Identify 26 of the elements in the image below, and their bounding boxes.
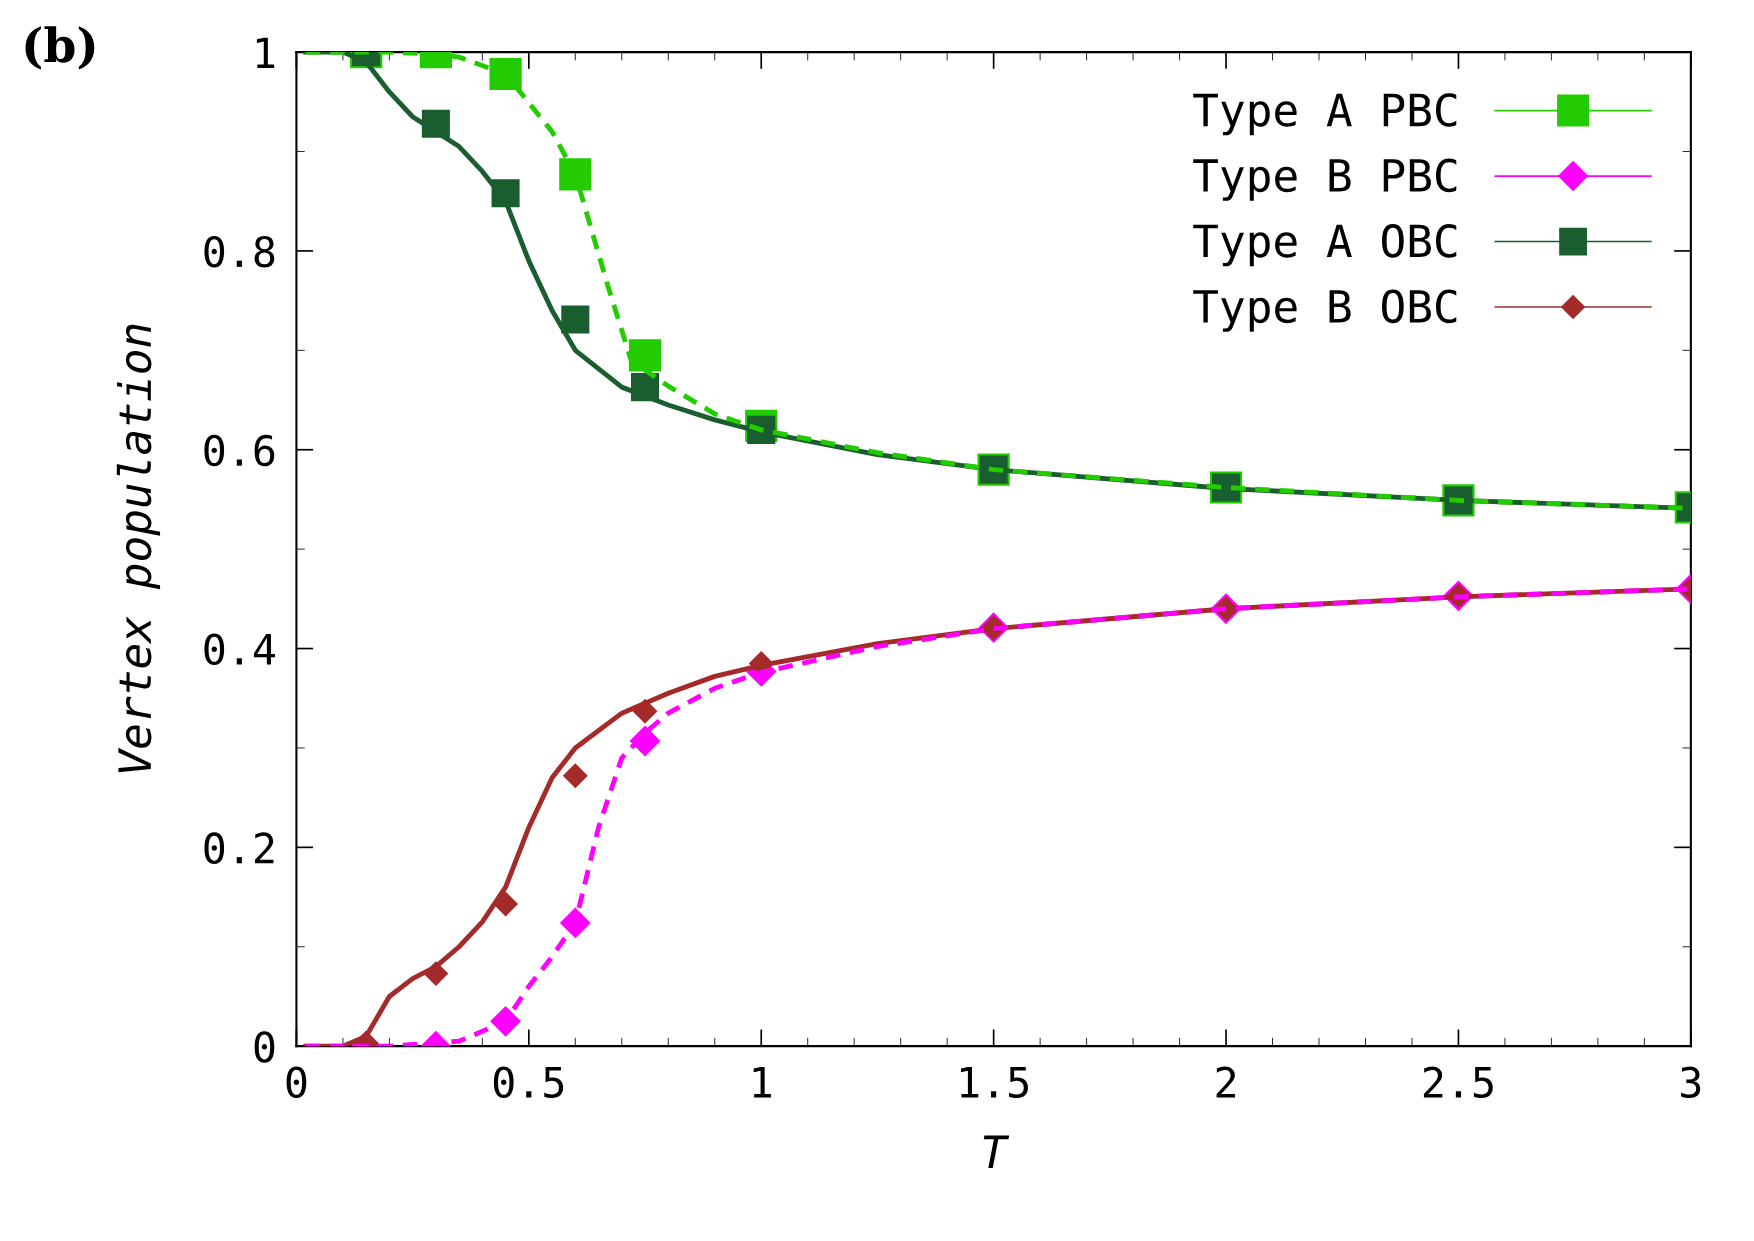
x-tick-label: 2.5	[1423, 1066, 1493, 1099]
x-tick-label: 3	[1681, 1066, 1701, 1099]
legend-label: Type B PBC	[1193, 158, 1457, 201]
x-tick-label: 0	[286, 1066, 307, 1099]
y-tick-label: 0.8	[204, 235, 275, 268]
y-tick-label: 0.6	[204, 434, 275, 467]
y-tick-label: 1	[256, 37, 275, 69]
x-tick-label: 1.5	[961, 1067, 1028, 1099]
x-tick-label: 0.5	[493, 1066, 564, 1099]
text: (b)	[25, 26, 95, 70]
x-tick-label: 2	[1216, 1066, 1236, 1098]
y-tick-label: 0.2	[204, 832, 274, 864]
point	[489, 57, 522, 91]
legend-label: Type A OBC	[1193, 224, 1457, 267]
y-tick-label: 0	[254, 1031, 275, 1063]
legend-label: Type A PBC	[1193, 93, 1457, 136]
x-tick-label: 1	[753, 1067, 771, 1098]
point	[561, 305, 590, 334]
legend-label: Type B OBC	[1193, 289, 1457, 332]
point	[563, 763, 588, 788]
point	[628, 339, 662, 372]
y-tick-label: 0.4	[204, 633, 275, 666]
point	[559, 158, 592, 191]
y-axis-title: Vertex population	[116, 324, 161, 773]
point	[493, 891, 518, 917]
x-axis-title: T	[983, 1135, 1010, 1168]
